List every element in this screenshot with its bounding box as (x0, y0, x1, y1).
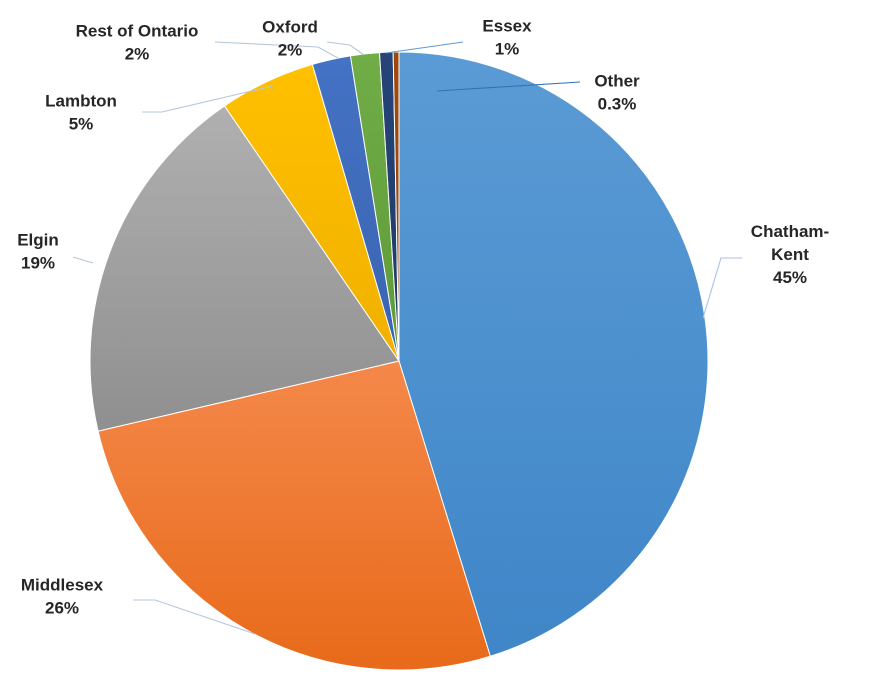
data-label-oxford: Oxford 2% (262, 18, 318, 60)
leader-line-chatham-kent (702, 257, 742, 319)
leader-line-essex (385, 41, 464, 54)
leader-line-elgin (72, 256, 94, 264)
leader-lines (72, 41, 742, 635)
pie-slices (89, 51, 709, 671)
data-label-rest-of-ontario: Rest of Ontario 2% (76, 22, 199, 64)
data-label-middlesex: Middlesex 26% (21, 576, 104, 618)
leader-line-middlesex (133, 599, 256, 635)
leader-line-other (436, 81, 581, 92)
data-label-essex: Essex 1% (482, 17, 532, 59)
data-labels: Chatham-Kent 45% Middlesex 26% Elgin 19% Lambt… (17, 17, 829, 618)
data-label-lambton: Lambton 5% (45, 92, 117, 134)
data-label-other: Other 0.3% (594, 72, 640, 114)
data-label-elgin: Elgin 19% (17, 231, 59, 273)
leader-line-rest-of-ontario (214, 41, 339, 59)
pie-slice-middlesex (97, 360, 491, 671)
data-label-chatham-kent: Chatham-Kent 45% (751, 222, 829, 287)
leader-line-lambton (142, 85, 274, 113)
leader-line-oxford (326, 41, 365, 56)
pie-slice-elgin (89, 105, 400, 432)
